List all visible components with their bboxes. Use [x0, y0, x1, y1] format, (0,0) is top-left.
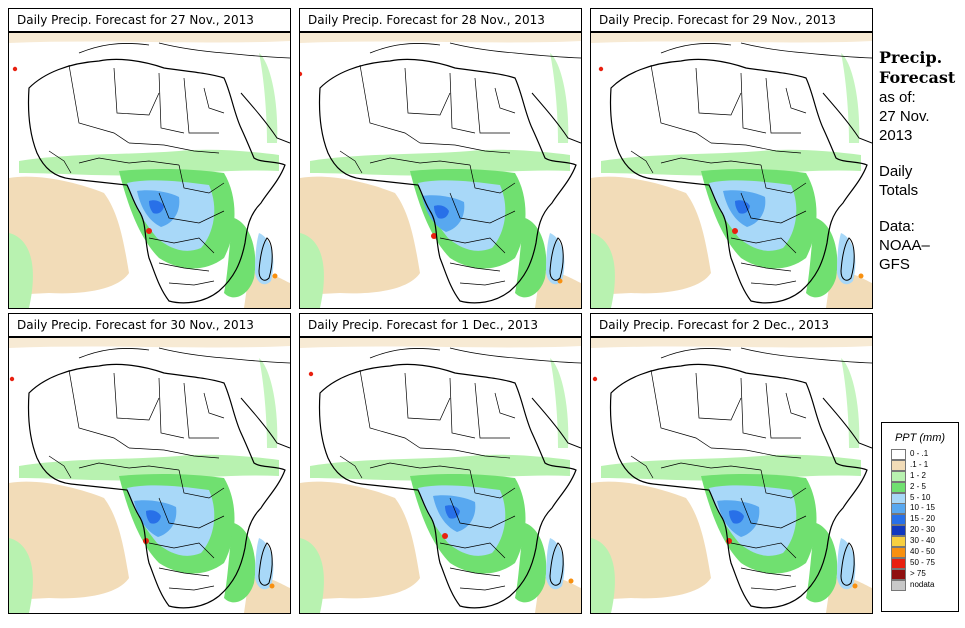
legend-swatch — [891, 525, 906, 537]
legend-swatch — [891, 503, 906, 515]
legend-swatch — [891, 568, 906, 580]
forecast-panel-5: Daily Precip. Forecast for 1 Dec., 2013 — [299, 313, 588, 614]
legend-label: 5 - 10 — [910, 492, 931, 502]
source-line2: NOAA– — [879, 237, 930, 254]
forecast-panel-4: Daily Precip. Forecast for 30 Nov., 2013 — [8, 313, 297, 614]
panel-title: Daily Precip. Forecast for 1 Dec., 2013 — [299, 313, 582, 337]
legend-swatch — [891, 481, 906, 493]
panel-title: Daily Precip. Forecast for 30 Nov., 2013 — [8, 313, 291, 337]
legend-item: 40 - 50 — [891, 547, 958, 559]
legend-item: 1 - 2 — [891, 470, 958, 482]
legend-swatch — [891, 579, 906, 591]
forecast-panel-6: Daily Precip. Forecast for 2 Dec., 2013 — [590, 313, 879, 614]
precip-map — [299, 32, 582, 309]
legend-swatch — [891, 536, 906, 548]
precip-map — [299, 337, 582, 614]
legend-item: .1 - 1 — [891, 459, 958, 471]
legend-swatch — [891, 449, 906, 460]
precip-map — [590, 32, 873, 309]
legend-item: 2 - 5 — [891, 481, 958, 493]
forecast-panel-2: Daily Precip. Forecast for 28 Nov., 2013 — [299, 8, 588, 309]
forecast-panel-3: Daily Precip. Forecast for 29 Nov., 2013 — [590, 8, 879, 309]
asof-line3: 2013 — [879, 127, 913, 144]
legend-item: 50 - 75 — [891, 557, 958, 569]
legend-label: 1 - 2 — [910, 470, 927, 480]
info-sidebar: Precip. Forecast as of: 27 Nov. 2013 Dai… — [879, 48, 963, 274]
legend-label: 40 - 50 — [910, 547, 935, 557]
forecast-panel-1: Daily Precip. Forecast for 27 Nov., 2013 — [8, 8, 297, 309]
legend-item: 30 - 40 — [891, 536, 958, 548]
legend-label: 0 - .1 — [910, 449, 929, 458]
legend-label: .1 - 1 — [910, 459, 929, 469]
panel-title: Daily Precip. Forecast for 27 Nov., 2013 — [8, 8, 291, 32]
legend-item: 5 - 10 — [891, 492, 958, 504]
source-line1: Data: — [879, 218, 915, 235]
legend-label: 50 - 75 — [910, 557, 935, 567]
legend-swatch — [891, 492, 906, 504]
asof-line1: as of: — [879, 89, 916, 106]
panel-title: Daily Precip. Forecast for 2 Dec., 2013 — [590, 313, 873, 337]
precip-map — [590, 337, 873, 614]
panel-title: Daily Precip. Forecast for 28 Nov., 2013 — [299, 8, 582, 32]
legend-swatch — [891, 557, 906, 569]
period-line2: Totals — [879, 182, 919, 199]
legend-items: 0 - .1 .1 - 1 1 - 2 2 - 5 5 - 10 10 - 15… — [882, 449, 958, 591]
legend-swatch — [891, 547, 906, 559]
legend-swatch — [891, 470, 906, 482]
legend-label: 10 - 15 — [910, 503, 935, 513]
legend-swatch — [891, 459, 906, 471]
legend-label: 20 - 30 — [910, 525, 935, 535]
source-line3: GFS — [879, 256, 910, 273]
legend-label: > 75 — [910, 568, 926, 578]
legend-title: PPT (mm) — [894, 432, 946, 444]
asof-line2: 27 Nov. — [879, 108, 930, 125]
legend-item: > 75 — [891, 568, 958, 580]
sidebar-heading-line2: Forecast — [879, 68, 956, 87]
legend-label: 2 - 5 — [910, 481, 927, 491]
legend-swatch — [891, 514, 906, 526]
precip-legend: PPT (mm) 0 - .1 .1 - 1 1 - 2 2 - 5 5 - 1… — [881, 422, 959, 612]
precip-map — [8, 337, 291, 614]
legend-label: nodata — [910, 579, 935, 589]
legend-item: 15 - 20 — [891, 514, 958, 526]
legend-item: 10 - 15 — [891, 503, 958, 515]
precip-map — [8, 32, 291, 309]
legend-label: 30 - 40 — [910, 536, 935, 546]
sidebar-heading-line1: Precip. — [879, 48, 943, 67]
legend-item: 0 - .1 — [891, 449, 958, 460]
panel-title: Daily Precip. Forecast for 29 Nov., 2013 — [590, 8, 873, 32]
legend-item: 20 - 30 — [891, 525, 958, 537]
legend-item: nodata — [891, 579, 958, 591]
legend-label: 15 - 20 — [910, 514, 935, 524]
period-line1: Daily — [879, 163, 913, 180]
